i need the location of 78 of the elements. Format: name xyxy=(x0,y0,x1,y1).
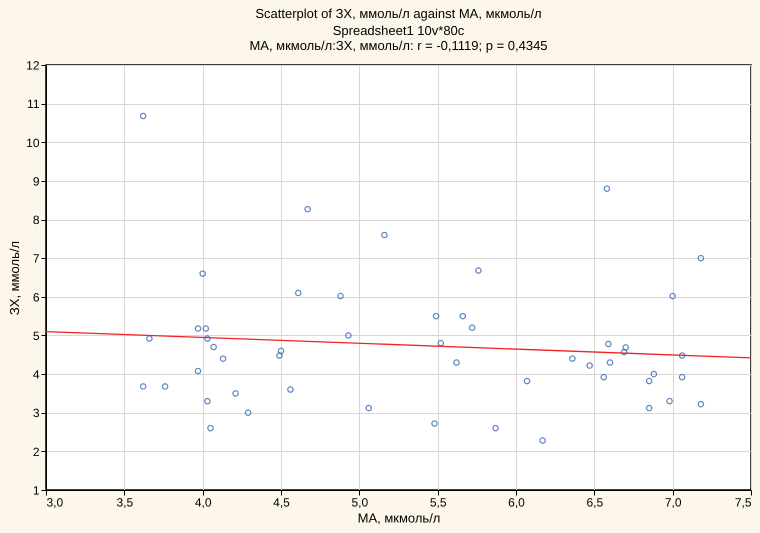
x-tick-label: 3,5 xyxy=(116,496,134,510)
y-tick-label: 7 xyxy=(32,252,40,266)
point xyxy=(698,254,704,262)
x-tick-label: 4,5 xyxy=(273,496,290,510)
point xyxy=(194,325,202,332)
y-tick-label: 12 xyxy=(26,58,40,72)
point xyxy=(650,370,658,378)
point xyxy=(539,437,546,444)
point xyxy=(276,352,283,359)
point xyxy=(210,344,217,350)
y-tick-label: 10 xyxy=(26,136,40,150)
point xyxy=(304,206,311,212)
text: МА, мкмоль/л:ЗХ, ммоль/л: r = -0,1119; p = 0,4345 xyxy=(249,38,548,53)
point xyxy=(199,270,206,277)
x-axis-title: МА, мкмоль/л xyxy=(358,510,440,526)
point xyxy=(220,355,226,362)
point xyxy=(432,312,440,320)
point xyxy=(294,290,302,296)
point xyxy=(381,232,388,238)
point xyxy=(698,400,704,408)
y-tick-label: 1 xyxy=(32,484,40,498)
point xyxy=(586,362,593,369)
point xyxy=(202,325,210,332)
point xyxy=(604,185,610,192)
point xyxy=(646,404,652,412)
point xyxy=(278,348,284,354)
point xyxy=(204,335,211,342)
point xyxy=(678,374,686,380)
y-axis-title: ЗХ, ммоль/л xyxy=(7,240,22,316)
x-tick-label: 3,0 xyxy=(46,496,64,510)
point xyxy=(606,359,614,366)
point xyxy=(524,378,530,384)
y-tick-label: 5 xyxy=(32,328,40,343)
point xyxy=(600,374,608,380)
y-tick-label: 9 xyxy=(32,174,40,188)
point xyxy=(678,352,686,359)
point xyxy=(232,390,239,397)
point xyxy=(140,112,146,120)
point xyxy=(453,359,460,366)
point xyxy=(287,386,294,393)
point xyxy=(204,398,211,404)
point xyxy=(605,340,612,348)
point xyxy=(669,292,676,300)
point xyxy=(337,292,344,300)
point xyxy=(431,420,438,427)
point xyxy=(475,267,482,274)
point xyxy=(468,324,476,332)
y-tick-label: 2 xyxy=(32,444,40,459)
point xyxy=(162,383,168,390)
point xyxy=(194,368,202,374)
y-tick-label: 3 xyxy=(32,406,40,420)
point xyxy=(438,340,444,346)
x-tick-label: 5,0 xyxy=(351,496,368,510)
x-tick-label: 6,0 xyxy=(508,496,526,510)
y-tick-label: 4 xyxy=(32,368,40,382)
point xyxy=(459,312,466,320)
point xyxy=(345,332,352,339)
x-tick-label: 7,5 xyxy=(734,496,752,510)
point xyxy=(146,335,153,342)
point xyxy=(492,424,499,432)
y-tick-label: 6 xyxy=(32,290,40,304)
x-tick-label: 4,0 xyxy=(194,496,212,510)
y-tick-label: 8 xyxy=(32,213,40,228)
x-tick-label: 7,0 xyxy=(664,496,682,510)
point xyxy=(666,398,673,404)
x-tick-label: 6,5 xyxy=(586,496,604,510)
point xyxy=(244,409,252,416)
point xyxy=(365,404,372,412)
point xyxy=(622,344,629,351)
y-tick-label: 11 xyxy=(27,97,40,112)
point xyxy=(646,378,652,384)
chart-subtitle: Spreadsheet1 10v*80c xyxy=(332,23,465,38)
chart-title: Scatterplot of ЗХ, ммоль/л against МА, мкмоль/л xyxy=(255,6,542,21)
x-tick-label: 5,5 xyxy=(430,496,447,510)
point xyxy=(140,383,146,390)
point xyxy=(207,424,214,432)
point xyxy=(569,355,576,362)
point xyxy=(620,348,628,356)
